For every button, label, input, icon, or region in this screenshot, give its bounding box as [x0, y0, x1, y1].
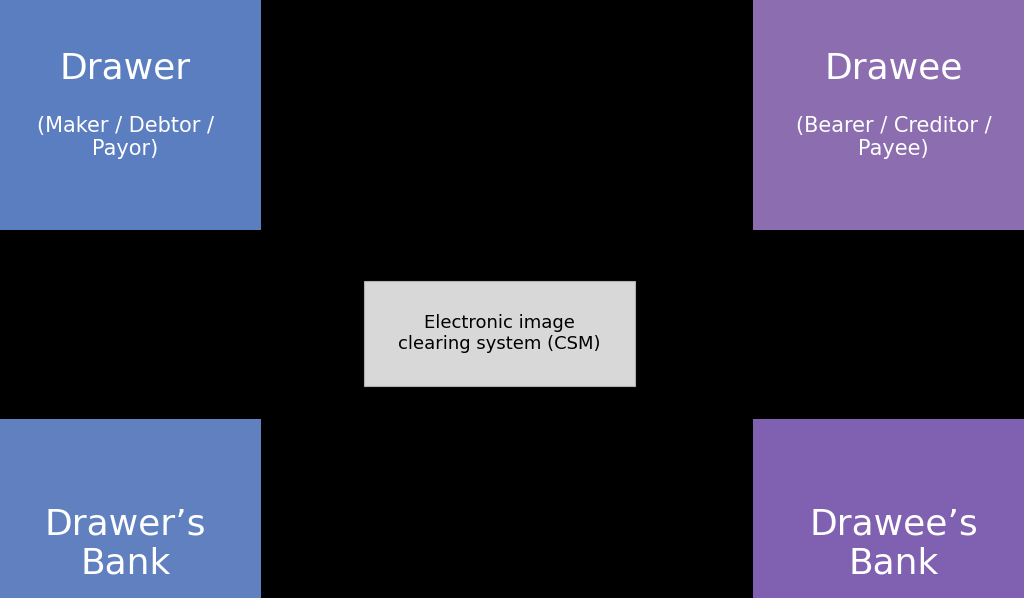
Text: Drawee: Drawee: [824, 52, 963, 86]
Text: (Bearer / Creditor /
Payee): (Bearer / Creditor / Payee): [796, 116, 991, 159]
Text: Electronic image
clearing system (CSM): Electronic image clearing system (CSM): [398, 314, 600, 353]
FancyBboxPatch shape: [364, 281, 635, 386]
Text: Drawer: Drawer: [59, 52, 191, 86]
FancyBboxPatch shape: [0, 0, 261, 230]
FancyBboxPatch shape: [753, 0, 1024, 230]
Text: (Maker / Debtor /
Payor): (Maker / Debtor / Payor): [37, 116, 214, 159]
Text: Drawee’s
Bank: Drawee’s Bank: [809, 508, 978, 581]
FancyBboxPatch shape: [0, 419, 261, 598]
Text: Drawer’s
Bank: Drawer’s Bank: [45, 508, 206, 581]
FancyBboxPatch shape: [753, 419, 1024, 598]
